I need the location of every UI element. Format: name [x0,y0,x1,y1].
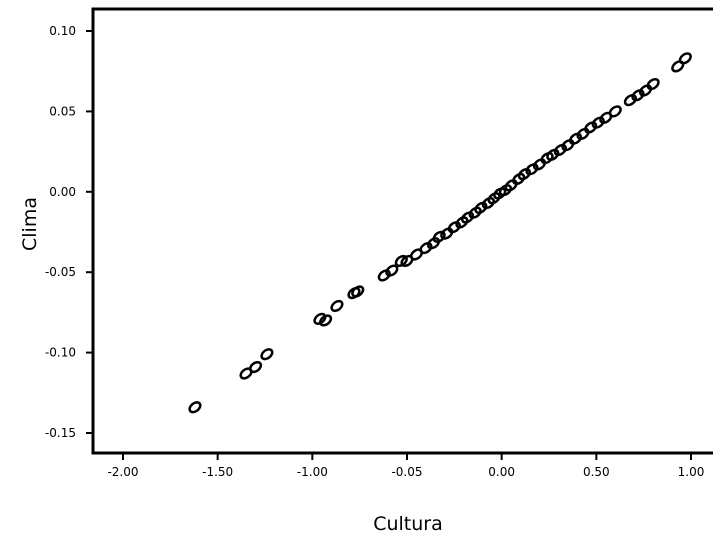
data-point [319,314,333,327]
data-point [591,116,605,129]
data-point [623,94,637,107]
data-point [447,221,461,234]
data-point [608,105,622,118]
data-point [561,139,575,152]
x-tick-label: -2.00 [107,465,138,479]
x-tick-label: -1.50 [202,465,233,479]
y-axis-ticks: 0.10 0.05 0.00 -0.05 -0.10 -0.15 [45,24,93,440]
x-tick-label: -0.05 [391,465,422,479]
x-axis-ticks: -2.00 -1.50 -1.00 -0.05 0.00 0.50 1.00 [107,453,704,479]
y-tick-label: 0.10 [49,24,76,38]
data-point [260,348,274,361]
data-point [568,132,583,145]
data-point [584,121,598,134]
data-point [487,192,501,205]
x-axis-title: Cultura [373,513,443,535]
x-tick-label: 1.00 [678,465,705,479]
data-point [248,360,263,374]
data-point [474,201,488,214]
data-point [330,299,344,313]
data-point [546,148,560,161]
data-point [631,89,645,102]
data-point [377,269,391,282]
data-point [385,264,399,277]
data-point [426,237,441,250]
data-point [532,158,547,171]
y-tick-label: -0.05 [45,265,76,279]
data-point [455,216,469,229]
data-point [419,241,433,255]
data-point [188,401,202,414]
data-point [525,163,539,176]
y-tick-label: -0.15 [45,426,76,440]
y-tick-label: 0.05 [49,104,76,118]
x-tick-label: -1.00 [297,465,328,479]
plot-area [91,7,713,455]
x-tick-label: 0.00 [488,465,515,479]
y-tick-label: -0.10 [45,346,76,360]
data-point [493,187,507,200]
data-point [498,184,513,197]
data-point [638,84,653,97]
data-point [432,230,446,243]
y-axis-title: Clima [19,197,41,251]
data-point [678,52,692,65]
data-point [351,285,365,298]
data-point [646,77,660,91]
data-point [671,60,685,73]
data-point [440,227,454,240]
x-tick-label: 0.50 [583,465,610,479]
data-points [188,52,692,414]
data-point [468,206,482,219]
data-point [481,196,495,210]
data-point [540,151,554,165]
data-point [576,127,590,141]
data-point [517,168,531,181]
data-point [512,172,526,186]
y-tick-label: 0.00 [49,185,76,199]
data-point [461,211,475,224]
data-point [553,143,567,157]
data-point [504,179,518,192]
